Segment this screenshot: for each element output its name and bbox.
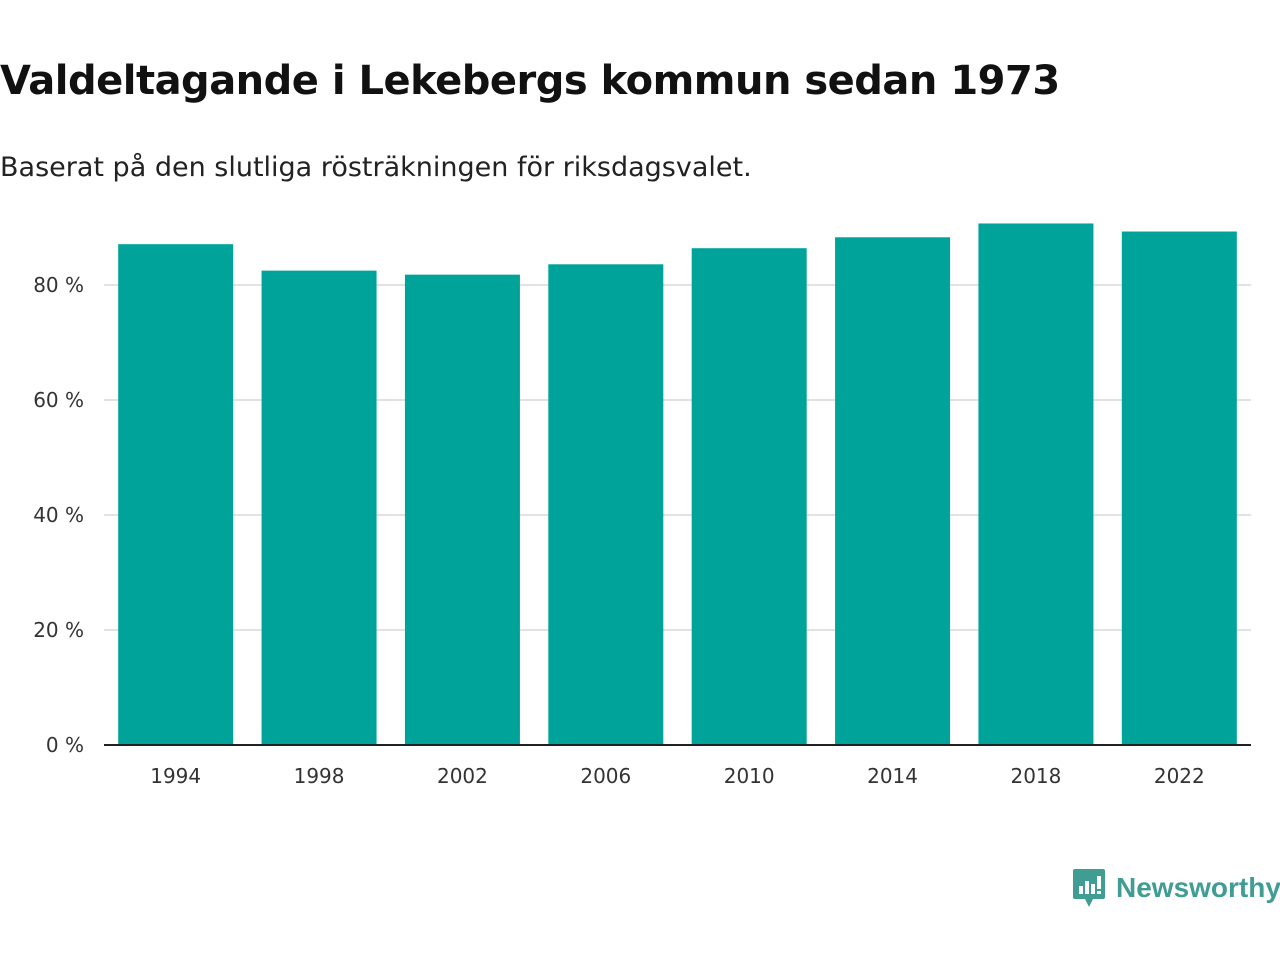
bar-1998 <box>261 270 377 745</box>
x-tick-label-2002: 2002 <box>437 764 488 788</box>
x-tick-label-2022: 2022 <box>1154 764 1205 788</box>
y-tick-label-80: 80 % <box>33 273 84 297</box>
x-tick-label-1994: 1994 <box>150 764 201 788</box>
y-tick-label-60: 60 % <box>33 388 84 412</box>
tick-labels: 0 % 20 % 40 % 60 % 80 % 1994 1998 2002 2006 2010 2… <box>33 273 1205 788</box>
bar-2018 <box>978 223 1094 746</box>
newsworthy-logo: Newsworthy <box>1072 866 1280 910</box>
brand-name: Newsworthy <box>1116 872 1280 903</box>
y-tick-label-0: 0 % <box>46 733 84 757</box>
x-tick-label-2006: 2006 <box>580 764 631 788</box>
newsworthy-logo-icon <box>1073 869 1105 907</box>
x-tick-label-2018: 2018 <box>1010 764 1061 788</box>
bar-2006 <box>548 264 664 745</box>
chart-subtitle: Baserat på den slutliga rösträkningen fö… <box>0 152 752 183</box>
x-tick-label-2010: 2010 <box>724 764 775 788</box>
bar-2014 <box>835 237 951 745</box>
bar-2010 <box>691 248 807 745</box>
y-tick-label-40: 40 % <box>33 503 84 527</box>
x-tick-label-2014: 2014 <box>867 764 918 788</box>
y-tick-label-20: 20 % <box>33 618 84 642</box>
chart-title: Valdeltagande i Lekebergs kommun sedan 1… <box>0 58 1060 104</box>
bar-2022 <box>1121 231 1237 745</box>
x-tick-label-1998: 1998 <box>294 764 345 788</box>
bars <box>118 223 1237 746</box>
bar-2002 <box>404 274 520 745</box>
bar-1994 <box>118 244 234 746</box>
